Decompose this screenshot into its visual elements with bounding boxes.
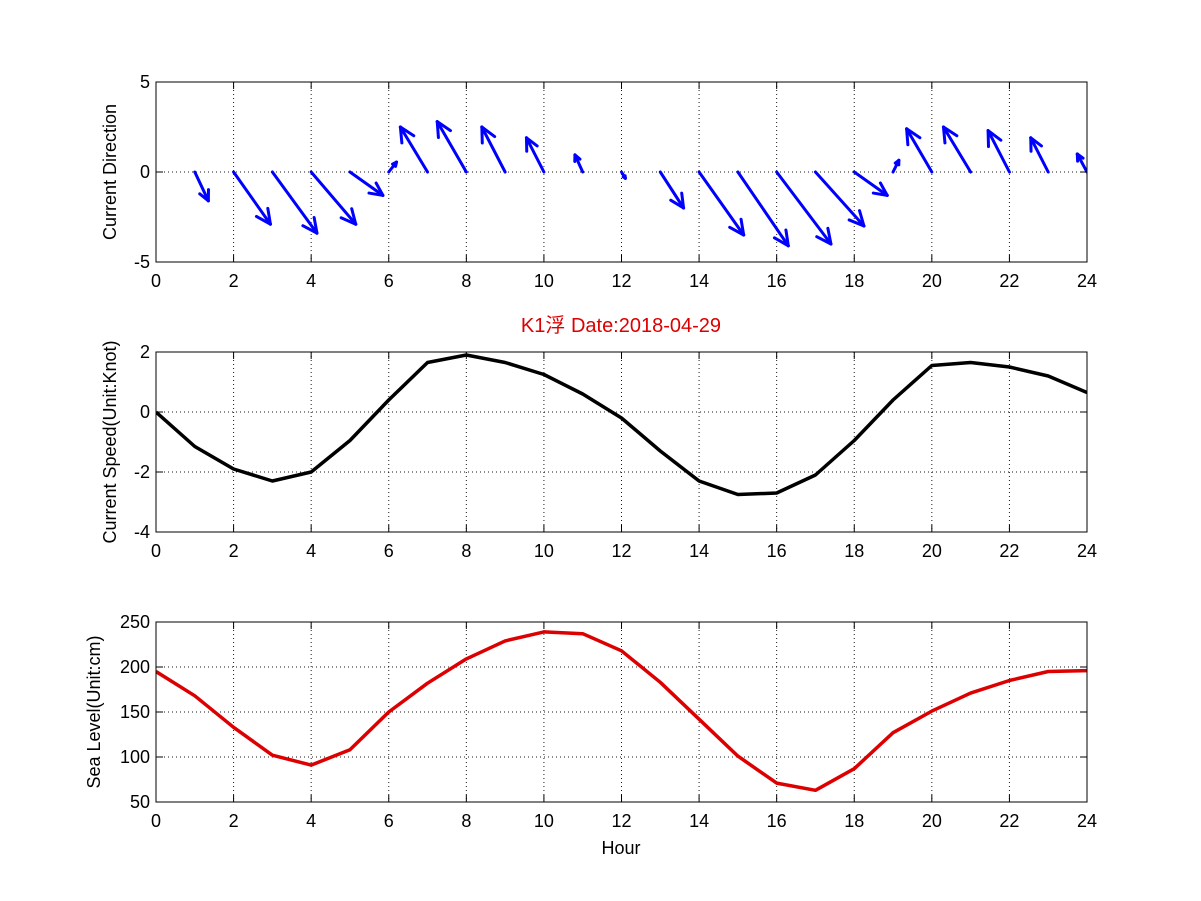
current-speed-xtick-label: 0 — [151, 541, 161, 561]
current-direction-ytick-label: 0 — [140, 162, 150, 182]
direction-arrow — [348, 170, 385, 197]
sea-level-xlabel: Hour — [601, 838, 640, 858]
current-speed-xtick-label: 16 — [767, 541, 787, 561]
current-direction-arrows — [193, 120, 1087, 248]
direction-arrow — [852, 170, 889, 197]
sea-level-ytick-label: 250 — [120, 612, 150, 632]
current-speed-xtick-label: 20 — [922, 541, 942, 561]
sea-level-xtick-label: 22 — [999, 811, 1019, 831]
sea-level-xtick-label: 20 — [922, 811, 942, 831]
direction-arrow — [775, 170, 833, 246]
direction-arrow — [193, 170, 210, 203]
current-direction-xtick-label: 10 — [534, 271, 554, 291]
current-speed-ylabel: Current Speed(Unit:Knot) — [100, 340, 120, 543]
chart-title: K1浮 Date:2018-04-29 — [521, 314, 721, 337]
direction-arrow — [309, 170, 358, 226]
sea-level-xtick-label: 4 — [306, 811, 316, 831]
current-direction-xtick-label: 0 — [151, 271, 161, 291]
current-speed-xtick-label: 22 — [999, 541, 1019, 561]
sea-level-xtick-label: 12 — [611, 811, 631, 831]
direction-arrow — [232, 170, 272, 226]
sea-level-ytick-label: 150 — [120, 702, 150, 722]
current-direction-xtick-label: 12 — [611, 271, 631, 291]
direction-arrow — [524, 136, 546, 174]
current-speed-line — [156, 353, 1087, 497]
direction-arrow — [435, 120, 468, 174]
current-direction-panel: 0 2 4 6 8 10 12 14 16 18 20 22 24-505 Current Direct… — [100, 72, 1097, 291]
sea-level-xtick-label: 10 — [534, 811, 554, 831]
current-speed-ytick-label: 0 — [140, 402, 150, 422]
sea-level-xtick-label: 14 — [689, 811, 709, 831]
direction-arrow — [905, 127, 934, 174]
current-direction-ytick-label: 5 — [140, 72, 150, 92]
direction-arrow — [813, 170, 866, 228]
current-speed-xtick-label: 14 — [689, 541, 709, 561]
direction-arrow — [697, 170, 746, 237]
direction-arrow — [1029, 136, 1050, 174]
sea-level-xtick-label: 18 — [844, 811, 864, 831]
current-speed-ytick-label: -2 — [134, 462, 150, 482]
current-direction-xtick-label: 8 — [461, 271, 471, 291]
current-direction-xtick-label: 16 — [767, 271, 787, 291]
direction-arrow — [891, 158, 901, 174]
direction-arrow — [620, 170, 627, 180]
current-direction-xtick-label: 20 — [922, 271, 942, 291]
sea-level-ylabel: Sea Level(Unit:cm) — [84, 635, 104, 788]
current-direction-xtick-label: 22 — [999, 271, 1019, 291]
sea-level-series — [156, 630, 1087, 793]
current-direction-ylabel: Current Direction — [100, 104, 120, 240]
current-speed-xtick-label: 12 — [611, 541, 631, 561]
current-speed-series — [156, 353, 1087, 497]
current-speed-ytick-label: 2 — [140, 342, 150, 362]
sea-level-xtick-label: 16 — [767, 811, 787, 831]
current-speed-xtick-label: 18 — [844, 541, 864, 561]
sea-level-xtick-label: 8 — [461, 811, 471, 831]
current-direction-xtick-label: 6 — [384, 271, 394, 291]
direction-arrow — [480, 125, 507, 174]
direction-arrow — [398, 125, 430, 174]
current-speed-xtick-label: 2 — [229, 541, 239, 561]
direction-arrow — [658, 170, 686, 210]
current-speed-panel: K1浮 Date:2018-04-29 0 2 4 6 8 10 12 14 16 18 20 22 2… — [100, 314, 1097, 561]
current-direction-xtick-label: 18 — [844, 271, 864, 291]
current-speed-xtick-label: 24 — [1077, 541, 1097, 561]
sea-level-line — [156, 630, 1087, 793]
sea-level-xtick-label: 2 — [229, 811, 239, 831]
current-direction-xtick-label: 24 — [1077, 271, 1097, 291]
direction-arrow — [736, 170, 790, 248]
current-direction-xtick-label: 4 — [306, 271, 316, 291]
current-direction-xtick-label: 2 — [229, 271, 239, 291]
current-speed-ticks: 0 2 4 6 8 10 12 14 16 18 20 22 24-4-202 — [134, 342, 1097, 561]
current-speed-xtick-label: 8 — [461, 541, 471, 561]
direction-arrow — [941, 125, 973, 174]
current-speed-xtick-label: 6 — [384, 541, 394, 561]
current-direction-ticks: 0 2 4 6 8 10 12 14 16 18 20 22 24-505 — [134, 72, 1097, 291]
current-speed-xtick-label: 10 — [534, 541, 554, 561]
sea-level-xtick-label: 0 — [151, 811, 161, 831]
current-direction-xtick-label: 14 — [689, 271, 709, 291]
direction-arrow — [1075, 152, 1087, 174]
direction-arrow — [387, 160, 399, 174]
sea-level-xtick-label: 6 — [384, 811, 394, 831]
sea-level-ytick-label: 50 — [130, 792, 150, 812]
sea-level-ytick-label: 200 — [120, 657, 150, 677]
current-speed-xtick-label: 4 — [306, 541, 316, 561]
direction-arrow — [573, 153, 585, 174]
sea-level-xtick-label: 24 — [1077, 811, 1097, 831]
sea-level-ytick-label: 100 — [120, 747, 150, 767]
current-direction-ytick-label: -5 — [134, 252, 150, 272]
current-speed-ytick-label: -4 — [134, 522, 150, 542]
direction-arrow — [270, 170, 319, 235]
current-speed-grid — [156, 352, 1087, 532]
direction-arrow — [986, 129, 1011, 174]
